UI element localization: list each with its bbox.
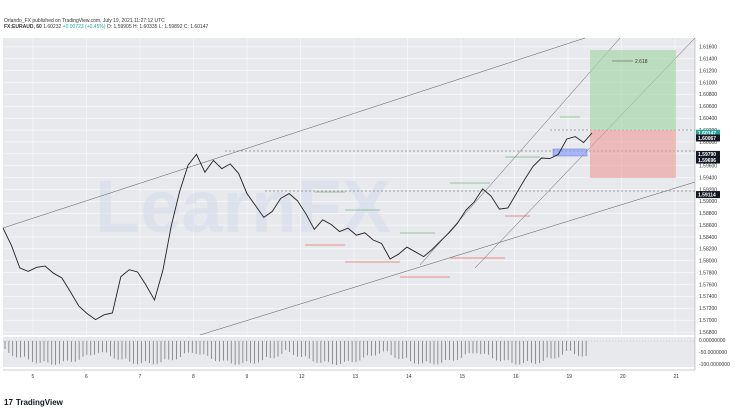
y-tick-label: 1.57600 — [699, 282, 717, 288]
osc-tick-label: 0.00000000 — [699, 338, 726, 344]
x-tick-label: 6 — [85, 374, 88, 380]
price-tag-box — [696, 134, 720, 142]
x-tick-label: 12 — [299, 374, 305, 380]
symbol-line: FX:EURAUD, 60 1.60232 +0.00723 (+0.45%) … — [4, 24, 208, 30]
y-tick-label: 1.59400 — [699, 175, 717, 181]
x-tick-label: 16 — [513, 374, 519, 380]
price-tag-box — [696, 191, 720, 199]
x-tick-label: 14 — [406, 374, 412, 380]
y-tick-label: 1.58200 — [699, 247, 717, 253]
price-tag-label: 1.59114 — [698, 192, 716, 198]
y-tick-label: 1.59000 — [699, 199, 717, 205]
y-tick-label: 1.60400 — [699, 116, 717, 122]
y-tick-label: 1.58600 — [699, 223, 717, 229]
level-marks — [305, 116, 580, 278]
tradingview-logo-icon: 17 — [4, 398, 13, 407]
price-change: +0.00723 (+0.45%) — [62, 24, 106, 30]
upper-channel-line — [2, 37, 586, 229]
y-tick-label: 1.59600 — [699, 164, 717, 170]
y-tick-label: 1.56800 — [699, 330, 717, 336]
osc-tick-label: -100.0000000 — [699, 362, 730, 368]
price-series-line — [2, 132, 593, 321]
x-tick-label: 21 — [674, 374, 680, 380]
x-tick-label: 20 — [620, 374, 626, 380]
brand-name: TradingView — [15, 398, 63, 407]
price-tag-label: 1.60147 — [698, 131, 716, 137]
y-tick-label: 1.61200 — [699, 68, 717, 74]
steep-channel-top — [419, 37, 621, 266]
price-tag-label: 1.60067 — [698, 136, 716, 142]
price-tag-label: 1.59790 — [698, 152, 716, 158]
publisher-line: Orlando_FX published on TradingView.com,… — [4, 18, 165, 24]
osc-tick-label: -50.0000000 — [699, 350, 727, 356]
x-tick-label: 15 — [460, 374, 466, 380]
fib-label: 2.618 — [635, 59, 648, 65]
y-tick-label: 1.58000 — [699, 259, 717, 265]
oscillator-pane — [3, 337, 695, 367]
y-tick-label: 1.57800 — [699, 270, 717, 276]
x-tick-label: 7 — [139, 374, 142, 380]
y-tick-label: 1.61600 — [699, 45, 717, 51]
price-tag-box — [696, 150, 720, 158]
x-tick-label: 13 — [353, 374, 359, 380]
chart-header: Orlando_FX published on TradingView.com,… — [4, 18, 208, 30]
y-tick-label: 1.57000 — [699, 318, 717, 324]
watermark: LearnFX — [95, 165, 391, 248]
y-tick-label: 1.59200 — [699, 187, 717, 193]
y-tick-label: 1.58400 — [699, 235, 717, 241]
x-tick-label: 9 — [246, 374, 249, 380]
y-tick-label: 1.61400 — [699, 57, 717, 63]
time-axis-ticks: 5 6 7 8 9 12 13 14 15 16 19 20 21 — [32, 374, 680, 380]
stop-zone[interactable] — [590, 130, 676, 178]
y-tick-label: 1.61000 — [699, 80, 717, 86]
y-tick-label: 1.60600 — [699, 104, 717, 110]
y-tick-label: 1.57400 — [699, 294, 717, 300]
y-tick-label: 1.60000 — [699, 140, 717, 146]
price-tag-label: 1.59696 — [698, 158, 716, 164]
lower-channel-line — [199, 181, 696, 336]
oscillator-histogram — [4, 341, 587, 365]
oscillator-ticks: 0.00000000 -50.0000000 -100.0000000 — [699, 338, 730, 368]
last-price: 1.60232 — [43, 24, 62, 30]
symbol: FX:EURAUD, 60 — [4, 24, 42, 30]
x-tick-label: 8 — [192, 374, 195, 380]
x-tick-label: 19 — [567, 374, 573, 380]
price-tag-box — [696, 156, 720, 164]
target-zone[interactable] — [590, 50, 676, 130]
price-tag-box — [696, 129, 720, 137]
ohlc-values: O: 1.59905 H: 1.60335 L: 1.59892 C: 1.60… — [106, 24, 209, 30]
y-tick-label: 1.60800 — [699, 92, 717, 98]
price-axis-ticks: 1.61600 1.61400 1.61200 1.61000 1.60800 1.606… — [699, 45, 717, 336]
x-tick-label: 5 — [32, 374, 35, 380]
footer-brand: 17 TradingView — [4, 398, 63, 407]
y-tick-label: 1.58800 — [699, 211, 717, 217]
entry-box[interactable] — [552, 148, 588, 157]
y-tick-label: 1.57200 — [699, 306, 717, 312]
